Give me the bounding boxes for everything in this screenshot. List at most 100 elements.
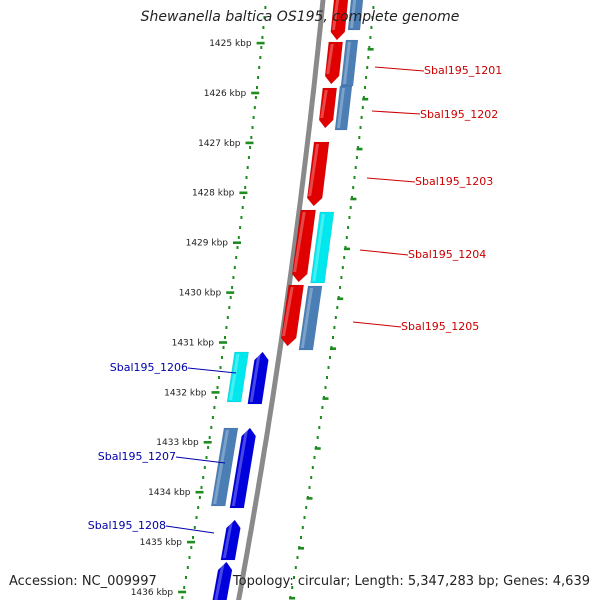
minor-tick [249,146,252,149]
major-tick-left [233,241,241,244]
major-tick-right [314,447,321,450]
accession-text: Accession: NC_009997 [9,574,157,589]
major-tick-left [178,590,187,594]
minor-tick [216,386,219,389]
major-tick-right [298,547,304,550]
minor-tick [264,6,267,9]
minor-tick [193,526,196,529]
minor-tick [215,396,217,399]
major-tick-right [350,197,357,201]
minor-tick [245,176,248,179]
minor-tick [291,586,294,589]
kbp-label: 1435 kbp [140,538,183,548]
minor-tick [235,256,238,259]
cds-sbal195-1200-shine [349,0,357,28]
gene-sbal195-1207-arrow-shine [231,430,248,506]
major-tick-right [289,596,296,600]
minor-tick [349,206,352,209]
minor-tick [345,236,348,239]
major-tick-right [337,297,344,301]
gene-sbal195-1204-arrow [291,209,316,283]
major-tick-left [219,341,227,344]
gene-sbal195-1208-arrow [220,519,241,561]
minor-tick [218,376,220,379]
cds-sbal195-1205 [298,285,323,351]
minor-tick [301,526,304,529]
kbp-label: 1425 kbp [209,39,252,49]
minor-tick [229,296,232,299]
minor-tick [190,546,193,549]
minor-tick [240,216,243,219]
minor-tick [211,416,214,419]
minor-tick [247,156,250,159]
gene-sbal195-1201-arrow-shine [326,44,334,74]
minor-tick [354,166,357,169]
gene-sbal195-1202-arrow [318,87,338,129]
minor-tick [341,266,344,269]
minor-tick [202,476,205,479]
minor-tick [362,96,365,99]
minor-tick [246,166,249,169]
minor-tick [343,256,346,259]
minor-tick [181,596,184,599]
minor-tick [208,436,211,439]
cds-sbal195-1204-shine [312,214,325,281]
minor-tick [347,226,350,229]
minor-tick [195,516,198,519]
genome-summary-text: Topology: circular; Length: 5,347,283 bp… [232,574,590,589]
minor-tick [260,46,263,49]
cds-sbal195-1202 [334,85,353,131]
map-title: Shewanella baltica OS195, complete genom… [140,9,460,25]
minor-tick [205,456,208,459]
minor-tick [326,376,328,379]
minor-tick [261,36,264,39]
minor-tick [183,586,186,589]
minor-tick [224,336,226,339]
minor-tick [366,66,369,69]
minor-tick [327,366,330,369]
gene-sbal195-1208-arrow-shine [222,522,233,558]
minor-tick [348,216,351,219]
major-tick-left [195,490,204,494]
minor-tick [188,556,191,559]
kbp-label: 1429 kbp [186,239,229,249]
minor-tick [221,356,223,359]
major-tick-left [203,441,212,444]
minor-tick [192,536,194,539]
minor-tick [308,486,311,489]
minor-tick [334,316,337,319]
minor-tick [293,576,295,579]
minor-tick [241,206,244,209]
minor-tick [300,536,302,539]
minor-tick [294,566,297,569]
minor-tick [321,406,324,409]
gene-sbal195-1207-arrow [229,427,256,509]
gene-leader-line [352,321,402,328]
minor-tick [232,276,235,279]
minor-tick [236,246,239,249]
gene-label-sbal195-1204: Sbal195_1204 [408,248,486,261]
minor-tick [263,16,266,19]
minor-tick [243,196,245,199]
gene-sbal195-1203-arrow-shine [308,144,320,196]
minor-tick [185,576,187,579]
major-tick-right [362,97,369,101]
minor-tick [222,346,225,349]
cds-sbal195-1202-shine [336,88,345,128]
major-tick-right [322,397,329,400]
minor-tick [360,116,363,119]
minor-tick [310,476,313,479]
minor-tick [353,176,356,179]
minor-tick [316,436,319,439]
cds-sbal195-1207 [210,427,239,507]
gene-sbal195-1204-arrow-shine [293,212,306,272]
gene-sbal195-1202-arrow-shine [320,90,328,118]
major-tick-left [239,191,248,195]
major-tick-left [211,391,220,394]
minor-tick [256,86,258,89]
major-tick-left [256,41,265,45]
gene-sbal195-1209-arrow [212,561,233,600]
minor-tick [370,26,373,29]
minor-tick [239,226,242,229]
